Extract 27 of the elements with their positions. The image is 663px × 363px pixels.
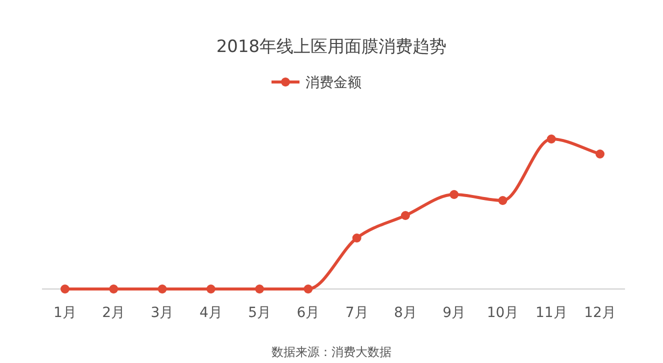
legend-label: 消费金额 [306, 75, 362, 91]
point [546, 134, 556, 144]
point [206, 284, 216, 294]
x-tick-label: 9月 [442, 305, 466, 321]
point [498, 196, 508, 205]
x-tick-label: 7月 [345, 305, 368, 321]
point [255, 284, 264, 294]
source-note: 数据来源：消费大数据 [272, 345, 392, 359]
x-tick-label: 1月 [54, 305, 76, 321]
x-tick-label: 2月 [102, 305, 126, 321]
x-tick-label: 5月 [248, 305, 272, 321]
x-tick-label: 3月 [150, 305, 174, 321]
point [158, 284, 167, 294]
point [304, 284, 313, 294]
x-tick-label: 6月 [296, 305, 320, 321]
x-tick-label: 10月 [486, 305, 519, 321]
x-tick-label: 8月 [394, 305, 417, 321]
x-tick-label: 12月 [584, 305, 616, 321]
point [60, 284, 70, 294]
x-tick-label: 11月 [535, 305, 568, 321]
point [400, 211, 410, 220]
point [109, 284, 118, 294]
point [352, 234, 362, 242]
point [596, 150, 604, 158]
x-tick-label: 4月 [199, 305, 222, 321]
point [450, 190, 459, 199]
chart-title: 2018年线上医用面膜消费趋势 [216, 37, 447, 57]
